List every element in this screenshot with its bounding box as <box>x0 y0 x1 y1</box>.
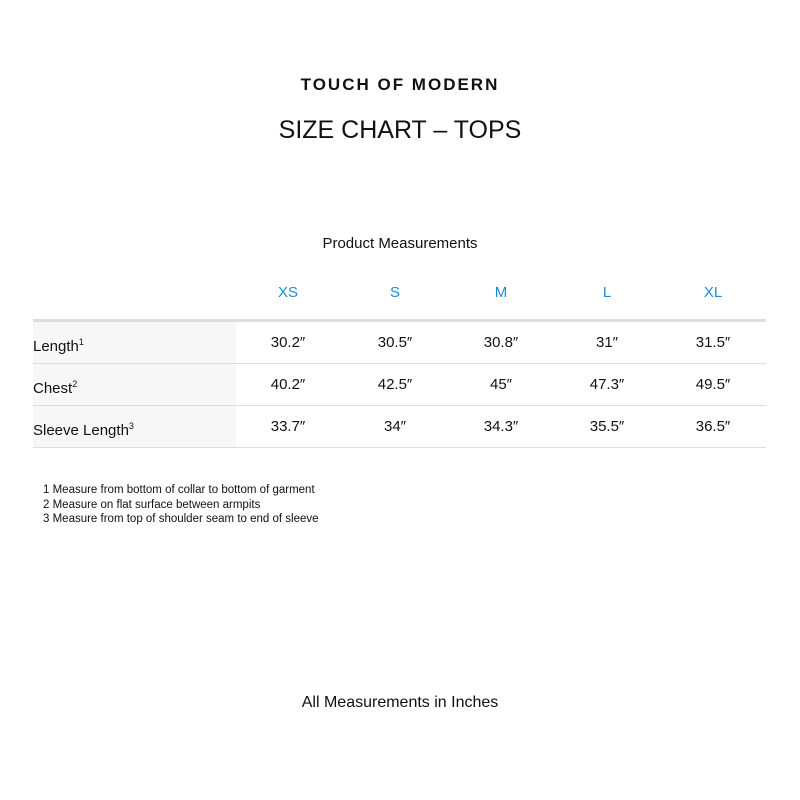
row-label: Sleeve Length3 <box>33 406 236 447</box>
size-table: Length1 30.2″ 30.5″ 30.8″ 31″ 31.5″ Chest2 40.2… <box>33 319 766 448</box>
footnote-ref: 2 <box>72 379 78 389</box>
row-label: Length1 <box>33 322 236 363</box>
table-cell: 42.5″ <box>377 376 413 393</box>
row-label-text: Length <box>33 338 79 355</box>
brand-logo: TOUCH OF MODERN <box>300 75 500 94</box>
table-cell: 40.2″ <box>270 376 306 393</box>
row-label-text: Chest <box>33 380 73 397</box>
table-cell: 30.2″ <box>270 334 306 351</box>
size-header-xs: XS <box>277 284 299 301</box>
table-cell: 36.5″ <box>695 418 731 435</box>
table-cell: 31.5″ <box>695 334 731 351</box>
footnote: 3 Measure from top of shoulder seam to e… <box>43 513 319 525</box>
table-row: Sleeve Length3 33.7″ 34″ 34.3″ 35.5″ 36.5″ <box>33 406 766 448</box>
table-cell: 45″ <box>490 376 512 393</box>
table-cell: 31″ <box>596 334 618 351</box>
size-header-s: S <box>389 284 401 301</box>
size-header-m: M <box>494 284 508 301</box>
table-cell: 49.5″ <box>695 376 731 393</box>
table-subtitle: Product Measurements <box>322 235 478 252</box>
size-header-xl: XL <box>703 284 723 301</box>
size-header-l: L <box>602 284 612 301</box>
footnote: 1 Measure from bottom of collar to botto… <box>43 484 315 496</box>
page-title: SIZE CHART – TOPS <box>278 116 522 144</box>
table-cell: 33.7″ <box>270 418 306 435</box>
table-cell: 34.3″ <box>483 418 519 435</box>
row-label: Chest2 <box>33 364 236 405</box>
row-label-text: Sleeve Length <box>33 422 129 439</box>
footnote-ref: 3 <box>128 421 134 431</box>
table-row: Chest2 40.2″ 42.5″ 45″ 47.3″ 49.5″ <box>33 364 766 406</box>
table-cell: 34″ <box>384 418 406 435</box>
table-row: Length1 30.2″ 30.5″ 30.8″ 31″ 31.5″ <box>33 322 766 364</box>
table-cell: 35.5″ <box>589 418 625 435</box>
table-cell: 30.8″ <box>483 334 519 351</box>
units-note: All Measurements in Inches <box>301 694 499 711</box>
table-cell: 30.5″ <box>377 334 413 351</box>
footnote-ref: 1 <box>78 337 84 347</box>
footnote: 2 Measure on flat surface between armpit… <box>43 498 261 511</box>
footnotes: 1 Measure from bottom of collar to botto… <box>43 483 319 527</box>
table-cell: 47.3″ <box>589 376 625 393</box>
